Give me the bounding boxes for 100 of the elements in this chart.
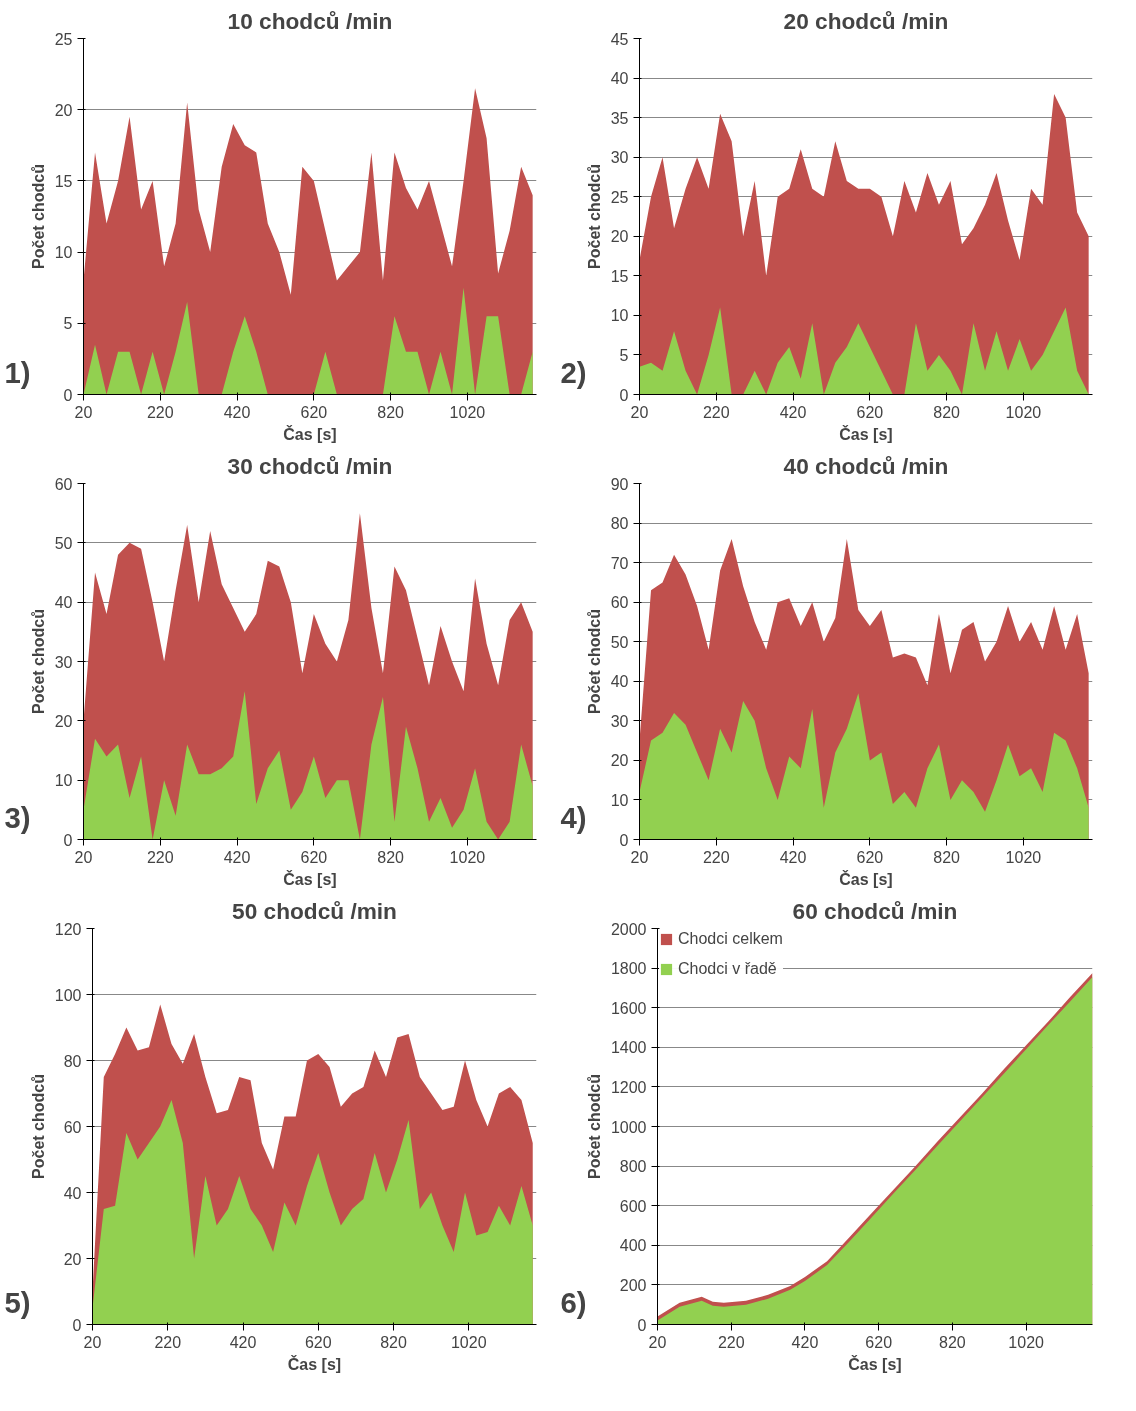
x-tick-label: 620 [300,403,328,421]
x-tick-label: 620 [856,403,884,421]
x-axis-title: Čas [s] [287,1354,342,1373]
x-axis-title: Čas [s] [839,869,893,888]
y-tick-label: 5 [63,315,73,333]
chart-title: 60 chodců /min [792,897,958,924]
text: 4) [560,800,587,834]
x-tick-label: 220 [702,403,730,421]
y-tick-label: 25 [54,30,73,48]
chart-title: 40 chodců /min [783,452,949,479]
y-tick-label: 50 [610,633,629,651]
y-tick-label: 400 [619,1237,647,1255]
text: 1) [4,355,31,389]
y-tick-label: 20 [54,101,73,119]
x-tick-label: 220 [702,848,730,866]
chart-title: 10 chodců /min [227,7,393,34]
y-tick-label: 10 [54,244,73,262]
x-tick-label: 20 [74,848,93,866]
y-tick-label: 1600 [610,999,647,1017]
chart-title: 50 chodců /min [232,897,397,924]
y-tick-label: 1400 [610,1039,647,1057]
x-tick-label: 820 [380,1333,407,1351]
x-tick-label: 420 [229,1333,257,1351]
text: 5) [4,1285,31,1319]
y-tick-label: 0 [619,831,629,849]
y-axis-title: Počet chodců [585,1074,603,1179]
x-tick-label: 620 [300,848,328,866]
text: 3) [4,800,31,834]
y-tick-label: 90 [610,475,629,493]
y-tick-label: 20 [610,228,629,246]
text: 6) [560,1285,587,1319]
y-tick-label: 35 [610,109,629,127]
y-axis-title: Počet chodců [29,609,47,714]
text: 2) [560,355,587,389]
y-tick-label: 0 [63,831,73,849]
x-tick-label: 1020 [1005,403,1042,421]
x-tick-label: 220 [146,848,174,866]
x-tick-label: 1020 [1005,848,1042,866]
y-axis-title: Počet chodců [29,164,47,269]
y-tick-label: 45 [610,30,629,48]
x-tick-label: 620 [865,1333,893,1351]
y-tick-label: 0 [63,386,73,404]
y-tick-label: 20 [63,1250,82,1268]
x-axis-title: Čas [s] [283,424,337,443]
y-axis-title: Počet chodců [29,1074,47,1179]
x-tick-label: 420 [779,848,807,866]
chart-title: 30 chodců /min [227,452,393,479]
x-tick-label: 820 [377,848,405,866]
chart-title: 20 chodců /min [783,7,949,34]
x-tick-label: 820 [933,848,961,866]
y-tick-label: 70 [610,554,629,572]
y-tick-label: 1800 [610,960,647,978]
legend-label: Chodci celkem [678,930,783,948]
y-tick-label: 20 [54,712,73,730]
y-tick-label: 600 [619,1197,647,1215]
legend-label: Chodci v řadě [678,960,777,978]
y-tick-label: 80 [63,1052,82,1070]
y-tick-label: 2000 [610,920,647,938]
x-tick-label: 1020 [449,403,486,421]
x-axis-title: Čas [s] [283,869,337,888]
y-tick-label: 20 [610,752,629,770]
x-tick-label: 820 [939,1333,966,1351]
y-tick-label: 10 [610,307,629,325]
y-tick-label: 40 [54,594,73,612]
y-tick-label: 100 [54,986,82,1004]
x-tick-label: 620 [304,1333,332,1351]
x-axis-title: Čas [s] [839,424,893,443]
x-tick-label: 420 [223,848,251,866]
y-tick-label: 40 [610,70,629,88]
y-tick-label: 5 [619,346,629,364]
y-tick-label: 60 [610,594,629,612]
y-tick-label: 30 [610,149,629,167]
y-tick-label: 10 [54,772,73,790]
x-tick-label: 820 [377,403,405,421]
y-tick-label: 10 [610,791,629,809]
x-tick-label: 220 [146,403,174,421]
x-tick-label: 20 [74,403,93,421]
y-tick-label: 1200 [610,1078,647,1096]
y-tick-label: 40 [610,673,629,691]
x-tick-label: 620 [856,848,884,866]
y-tick-label: 80 [610,515,629,533]
y-tick-label: 30 [54,653,73,671]
y-tick-label: 40 [63,1184,82,1202]
x-tick-label: 1020 [449,848,486,866]
y-tick-label: 0 [637,1316,647,1334]
y-tick-label: 60 [63,1118,82,1136]
x-tick-label: 420 [779,403,807,421]
x-tick-label: 820 [933,403,961,421]
y-tick-label: 25 [610,188,629,206]
x-tick-label: 1020 [450,1333,487,1351]
x-tick-label: 420 [791,1333,819,1351]
x-tick-label: 20 [83,1333,102,1351]
y-tick-label: 15 [610,267,629,285]
y-tick-label: 200 [619,1276,647,1294]
x-tick-label: 220 [717,1333,745,1351]
x-axis-title: Čas [s] [848,1354,902,1373]
y-tick-label: 0 [72,1316,82,1334]
y-tick-label: 50 [54,534,73,552]
x-tick-label: 420 [223,403,251,421]
y-tick-label: 120 [54,920,82,938]
